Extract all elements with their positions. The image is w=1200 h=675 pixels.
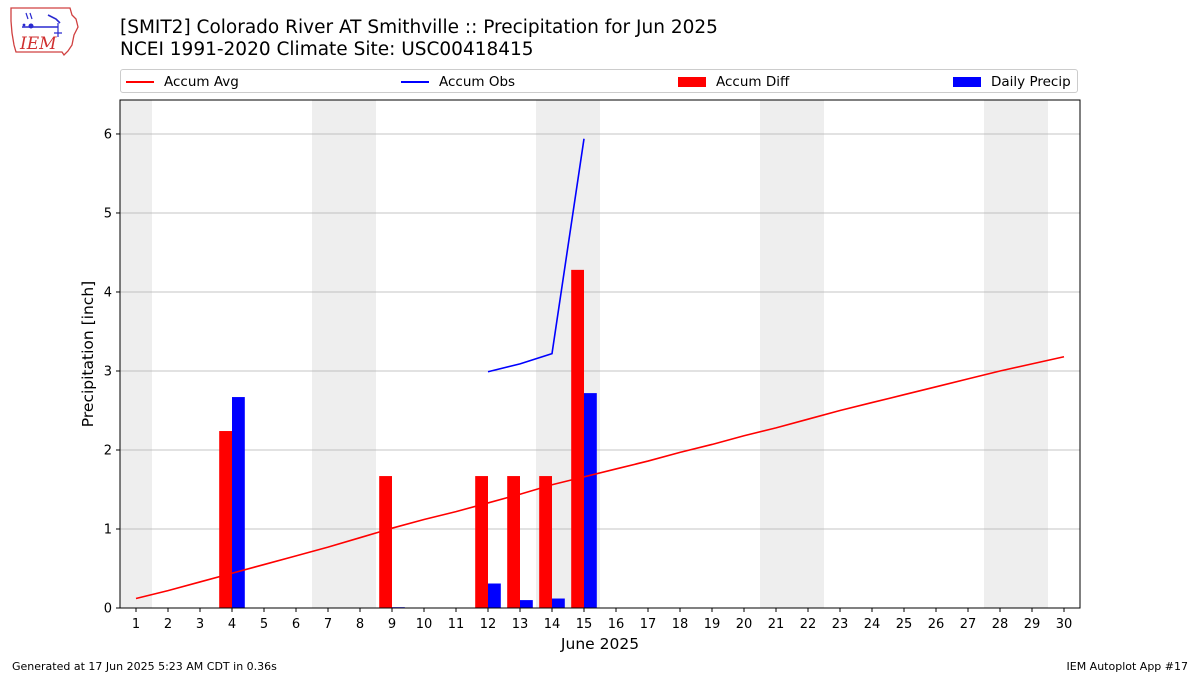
y-axis: 0 1 2 3 4 5 6 — [104, 127, 120, 617]
footer-generated: Generated at 17 Jun 2025 5:23 AM CDT in … — [12, 660, 277, 673]
daily-precip-bar — [584, 393, 597, 608]
x-tick-label: 18 — [672, 617, 689, 632]
iem-logo: IEM — [10, 7, 79, 57]
iowa-outline-icon — [10, 7, 79, 57]
legend-item-daily-precip: Daily Precip — [953, 73, 1071, 91]
weekend-shade — [984, 100, 1048, 608]
legend-item-accum-diff: Accum Diff — [678, 73, 789, 91]
y-tick-label: 1 — [104, 522, 112, 537]
x-tick-label: 12 — [480, 617, 497, 632]
daily-precip-bar — [232, 397, 245, 608]
x-tick-label: 1 — [132, 617, 140, 632]
x-tick-label: 22 — [800, 617, 817, 632]
y-tick-label: 0 — [104, 602, 112, 617]
y-tick-label: 2 — [104, 443, 112, 458]
x-tick-label: 30 — [1056, 617, 1073, 632]
x-tick-label: 19 — [704, 617, 721, 632]
x-tick-label: 27 — [960, 617, 977, 632]
x-tick-label: 2 — [164, 617, 172, 632]
x-tick-label: 26 — [928, 617, 945, 632]
y-gridlines — [120, 133, 1080, 609]
x-tick-label: 3 — [196, 617, 204, 632]
legend-label: Accum Avg — [164, 74, 239, 90]
x-tick-label: 23 — [832, 617, 849, 632]
chart-subtitle: NCEI 1991-2020 Climate Site: USC00418415 — [120, 39, 534, 60]
legend-swatch-diff — [678, 77, 706, 87]
accum-diff-bar — [507, 476, 520, 608]
legend-label: Accum Diff — [716, 74, 790, 90]
legend-label: Daily Precip — [991, 74, 1071, 90]
legend-item-accum-obs: Accum Obs — [401, 73, 515, 91]
x-axis-label: June 2025 — [560, 635, 639, 653]
weekend-shade — [760, 100, 824, 608]
x-tick-label: 17 — [640, 617, 657, 632]
y-tick-label: 5 — [104, 206, 112, 221]
accum-avg-line — [135, 355, 1065, 600]
y-tick-label: 3 — [104, 364, 112, 379]
y-tick-label: 4 — [104, 285, 112, 300]
accum-diff-bar — [571, 269, 584, 608]
legend-swatch-obs — [401, 81, 429, 83]
plot-frame — [119, 99, 1081, 609]
x-tick-label: 15 — [576, 617, 593, 632]
accum-diff-bar — [379, 476, 392, 608]
x-tick-label: 13 — [512, 617, 529, 632]
x-tick-label: 4 — [228, 617, 236, 632]
x-tick-label: 29 — [1024, 617, 1041, 632]
x-tick-label: 11 — [448, 617, 465, 632]
x-tick-label: 14 — [544, 617, 561, 632]
x-tick-label: 10 — [416, 617, 433, 632]
y-tick-label: 6 — [104, 127, 112, 142]
legend-swatch-daily — [953, 77, 981, 87]
accum-diff-bar — [219, 431, 232, 608]
accum-diff-bar — [475, 476, 488, 608]
weekend-shade — [120, 100, 152, 608]
daily-precip-bar — [552, 598, 565, 608]
daily-precip-bar — [488, 583, 501, 608]
legend-swatch-avg — [126, 81, 154, 83]
chart-title: [SMIT2] Colorado River AT Smithville :: … — [120, 17, 718, 38]
legend-label: Accum Obs — [439, 74, 516, 90]
x-tick-label: 20 — [736, 617, 753, 632]
y-axis-label: Precipitation [inch] — [79, 281, 97, 427]
x-tick-label: 25 — [896, 617, 913, 632]
x-tick-label: 28 — [992, 617, 1009, 632]
x-axis: 1 2 3 4 5 6 7 8 9 10 11 12 13 14 15 16 17 18 19 20 21 22 23 24 2… — [132, 608, 1072, 632]
x-tick-label: 7 — [324, 617, 332, 632]
legend-item-accum-avg: Accum Avg — [126, 73, 239, 91]
accum-obs-line — [487, 138, 585, 373]
x-tick-label: 16 — [608, 617, 625, 632]
x-tick-label: 5 — [260, 617, 268, 632]
x-tick-label: 6 — [292, 617, 300, 632]
x-tick-label: 9 — [388, 617, 396, 632]
lines — [135, 138, 1065, 600]
x-tick-label: 8 — [356, 617, 364, 632]
daily-precip-bar — [520, 600, 533, 608]
logo-text: IEM — [19, 34, 57, 54]
legend: Accum Avg Accum Obs Accum Diff Daily Pre… — [120, 69, 1078, 93]
x-tick-label: 21 — [768, 617, 785, 632]
accum-diff-bar — [539, 476, 552, 608]
footer-app: IEM Autoplot App #17 — [1066, 660, 1189, 673]
bars — [219, 269, 597, 609]
x-tick-label: 24 — [864, 617, 881, 632]
weekend-shade — [312, 100, 376, 608]
